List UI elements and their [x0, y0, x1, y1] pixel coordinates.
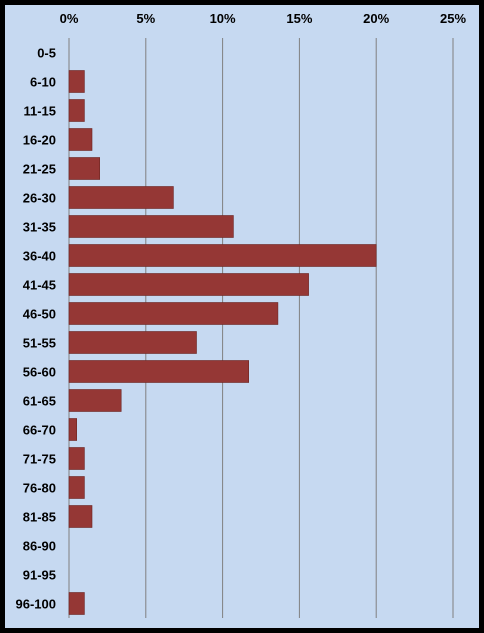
bar-56-60 — [68, 360, 249, 383]
x-tick-label: 25% — [440, 11, 466, 26]
category-label: 66-70 — [23, 423, 56, 438]
bar-16-20 — [68, 128, 93, 151]
bar-26-30 — [68, 186, 174, 209]
bar-31-35 — [68, 215, 234, 238]
bar-6-10 — [68, 70, 85, 93]
category-label: 26-30 — [23, 191, 56, 206]
bar-41-45 — [68, 273, 309, 296]
category-label: 0-5 — [37, 46, 56, 61]
bar-36-40 — [68, 244, 377, 267]
bar-61-65 — [68, 389, 122, 412]
category-label: 86-90 — [23, 539, 56, 554]
category-label: 91-95 — [23, 568, 56, 583]
bar-46-50 — [68, 302, 279, 325]
category-labels: 0-5 6-10 11-15 16-20 21-25 26-30 31-35 36-40 41-… — [16, 46, 56, 612]
bar-71-75 — [68, 447, 85, 470]
x-tick-label: 5% — [136, 11, 155, 26]
category-label: 56-60 — [23, 365, 56, 380]
category-label: 11-15 — [23, 104, 56, 119]
x-tick-label: 20% — [363, 11, 389, 26]
category-label: 71-75 — [23, 452, 56, 467]
x-tick-label: 10% — [210, 11, 236, 26]
category-label: 76-80 — [23, 481, 56, 496]
bar-81-85 — [68, 505, 93, 528]
bar-51-55 — [68, 331, 197, 354]
category-label: 41-45 — [23, 278, 56, 293]
bar-76-80 — [68, 476, 85, 499]
category-label: 61-65 — [23, 394, 56, 409]
category-label: 6-10 — [30, 75, 56, 90]
x-tick-label: 0% — [60, 11, 79, 26]
bar-66-70 — [68, 418, 77, 441]
category-label: 96-100 — [16, 597, 56, 612]
category-label: 16-20 — [23, 133, 56, 148]
category-label: 51-55 — [23, 336, 56, 351]
x-tick-label: 15% — [286, 11, 312, 26]
category-label: 36-40 — [23, 249, 56, 264]
category-label: 46-50 — [23, 307, 56, 322]
bars — [68, 70, 377, 615]
bar-96-100 — [68, 592, 85, 615]
bar-11-15 — [68, 99, 85, 122]
bar-21-25 — [68, 157, 101, 180]
category-label: 81-85 — [23, 510, 56, 525]
x-axis-tick-labels: 0% 5% 10% 15% 20% 25% — [60, 11, 467, 26]
category-label: 31-35 — [23, 220, 56, 235]
category-label: 21-25 — [23, 162, 56, 177]
